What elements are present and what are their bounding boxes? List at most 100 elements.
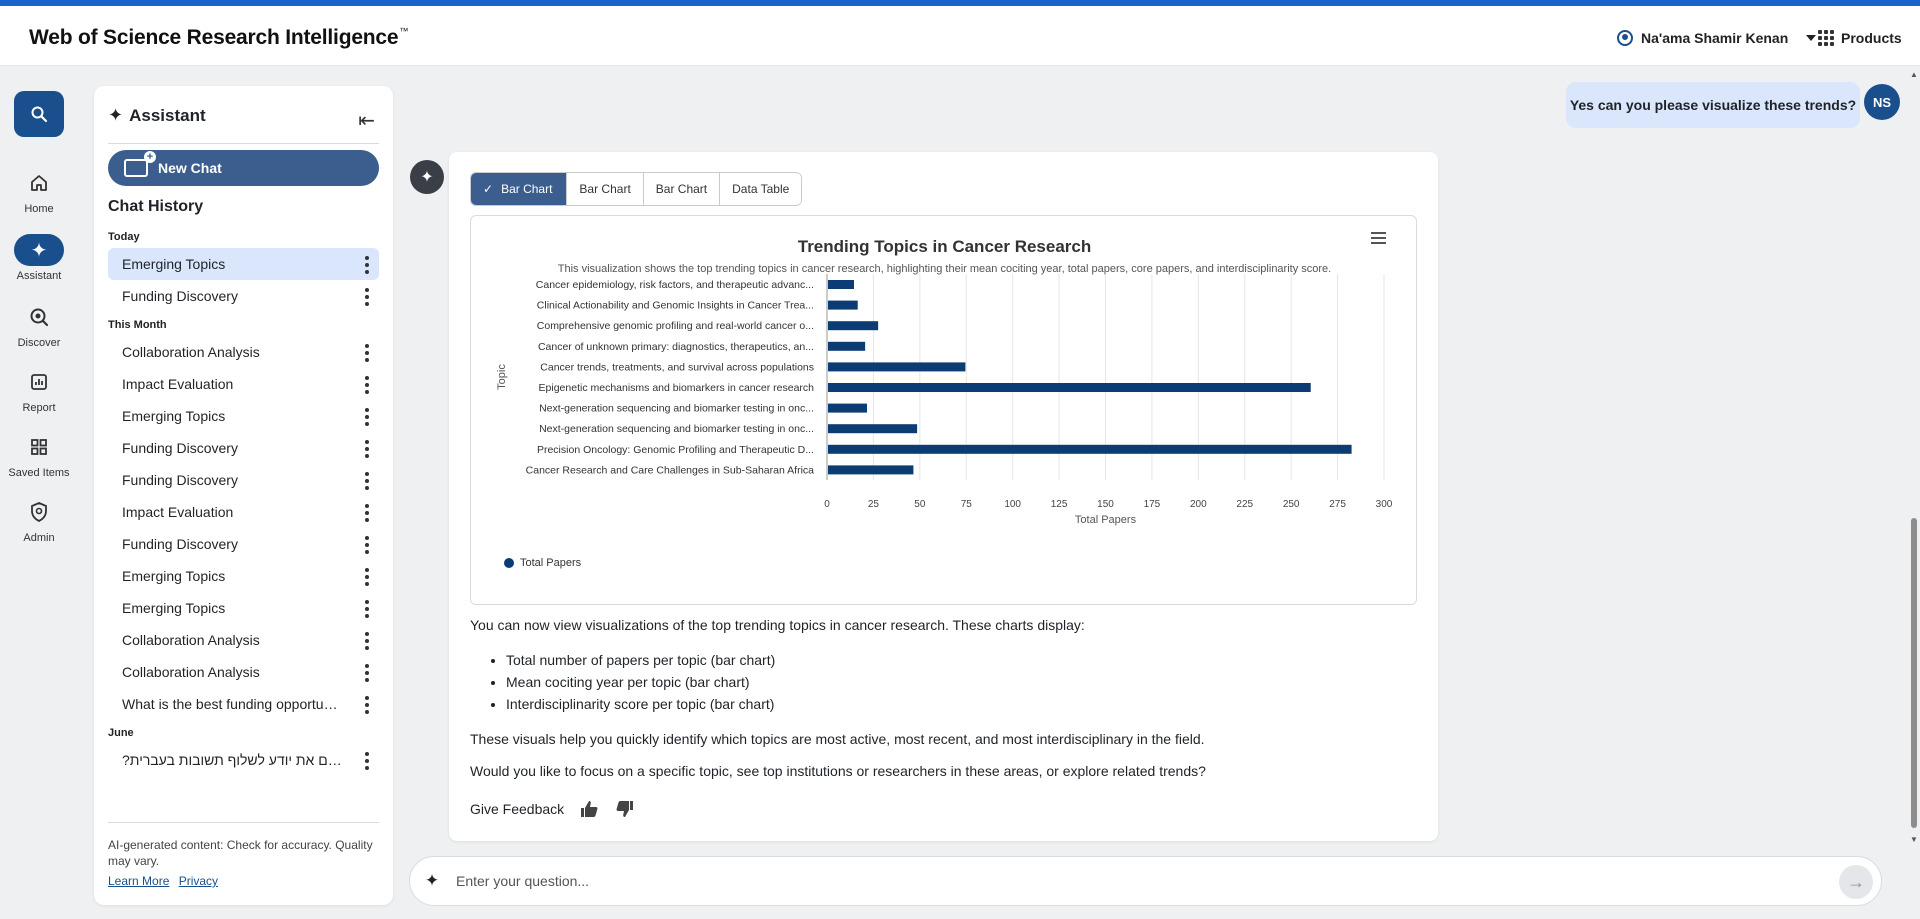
check-icon: ✓ — [483, 182, 494, 196]
chat-history-title: Chat History — [108, 198, 204, 215]
feedback-row: Give Feedback — [470, 799, 636, 819]
rail-saved-items[interactable]: Saved Items — [0, 431, 78, 479]
user-icon — [1617, 30, 1633, 46]
more-options-icon[interactable] — [365, 376, 369, 394]
bar — [828, 300, 858, 310]
history-item[interactable]: Funding Discovery — [108, 464, 379, 496]
new-chat-button[interactable]: New Chat — [108, 150, 379, 186]
bar — [828, 383, 1311, 392]
history-item[interactable]: Emerging Topics — [108, 248, 379, 280]
history-item[interactable]: Collaboration Analysis — [108, 336, 379, 368]
rail-discover[interactable]: Discover — [0, 301, 78, 349]
sparkle-icon: ✦ — [424, 871, 440, 890]
history-group-this-month: This Month — [108, 319, 167, 331]
history-item[interactable]: Impact Evaluation — [108, 496, 379, 528]
x-tick-label: 275 — [1329, 499, 1346, 510]
more-options-icon[interactable] — [365, 504, 369, 522]
avatar[interactable]: NS — [1864, 84, 1900, 120]
tab-bar-chart-3[interactable]: Bar Chart — [643, 173, 721, 205]
assistant-panel: ✦ Assistant ⇤ New Chat Chat History Toda… — [94, 86, 393, 905]
tab-bar-chart-2[interactable]: Bar Chart — [567, 173, 644, 205]
history-item[interactable]: Emerging Topics — [108, 400, 379, 432]
scrollbar[interactable]: ▲ ▼ — [1908, 70, 1920, 844]
x-tick-label: 50 — [914, 499, 926, 510]
more-options-icon[interactable] — [365, 408, 369, 426]
bar — [828, 321, 879, 331]
more-options-icon[interactable] — [365, 344, 369, 362]
list-item: Interdisciplinarity score per topic (bar… — [506, 693, 1410, 715]
chat-history-list: Today Emerging Topics Funding Discovery … — [108, 226, 379, 776]
bar — [828, 341, 866, 351]
learn-more-link[interactable]: Learn More — [108, 874, 170, 888]
history-item[interactable]: What is the best funding opportun... — [108, 688, 379, 720]
rail-search-button[interactable] — [14, 91, 64, 137]
panel-footer: AI-generated content: Check for accuracy… — [108, 822, 379, 889]
more-options-icon[interactable] — [365, 664, 369, 682]
sparkle-icon: ✦ — [108, 105, 124, 125]
more-options-icon[interactable] — [365, 536, 369, 554]
more-options-icon[interactable] — [365, 288, 369, 306]
more-options-icon[interactable] — [365, 568, 369, 586]
question-input[interactable] — [456, 873, 1826, 889]
home-icon — [14, 167, 64, 199]
rail-assistant[interactable]: ✦ Assistant — [0, 234, 78, 282]
history-item[interactable]: ?האם את יודע לשלוף תשובות בעברית — [108, 744, 379, 776]
scroll-thumb[interactable] — [1911, 518, 1917, 828]
scroll-up-icon[interactable]: ▲ — [1910, 70, 1918, 79]
x-tick-label: 125 — [1051, 499, 1068, 510]
more-options-icon[interactable] — [365, 752, 369, 770]
more-options-icon[interactable] — [365, 632, 369, 650]
tab-bar-chart-1[interactable]: ✓ Bar Chart — [471, 173, 568, 205]
x-tick-label: 225 — [1236, 499, 1253, 510]
panel-header: ✦ Assistant ⇤ — [108, 100, 379, 144]
collapse-panel-icon[interactable]: ⇤ — [358, 110, 375, 132]
privacy-link[interactable]: Privacy — [178, 874, 219, 888]
list-item: Mean cociting year per topic (bar chart) — [506, 671, 1410, 693]
admin-icon — [14, 496, 64, 528]
history-item[interactable]: Funding Discovery — [108, 528, 379, 560]
brand-logo[interactable]: Web of Science Research Intelligence™ — [29, 26, 409, 49]
y-axis-title: Topic — [496, 364, 508, 390]
assistant-sparkle-icon: ✦ — [410, 160, 444, 194]
chart-legend[interactable]: Total Papers — [504, 557, 581, 569]
user-menu[interactable]: Na'ama Shamir Kenan — [1617, 30, 1817, 46]
history-item[interactable]: Emerging Topics — [108, 592, 379, 624]
scroll-down-icon[interactable]: ▼ — [1910, 835, 1918, 844]
y-tick-label: Comprehensive genomic profiling and real… — [537, 320, 814, 332]
bar — [828, 362, 966, 372]
rail-admin[interactable]: Admin — [0, 496, 78, 544]
rail-home[interactable]: Home — [0, 167, 78, 215]
thumbs-down-icon[interactable] — [614, 799, 636, 819]
rail-report[interactable]: Report — [0, 366, 78, 414]
more-options-icon[interactable] — [365, 600, 369, 618]
tab-data-table[interactable]: Data Table — [720, 173, 802, 205]
more-options-icon[interactable] — [365, 256, 369, 274]
history-item[interactable]: Funding Discovery — [108, 280, 379, 312]
y-tick-label: Next-generation sequencing and biomarker… — [539, 423, 814, 435]
history-item[interactable]: Funding Discovery — [108, 432, 379, 464]
y-tick-label: Cancer of unknown primary: diagnostics, … — [538, 341, 814, 353]
thumbs-up-icon[interactable] — [578, 799, 600, 819]
user-message-bubble: Yes can you please visualize these trend… — [1566, 82, 1860, 128]
send-button[interactable]: → — [1839, 865, 1873, 899]
history-item[interactable]: Impact Evaluation — [108, 368, 379, 400]
bar — [828, 465, 914, 475]
products-menu[interactable]: Products — [1818, 30, 1902, 46]
x-tick-label: 0 — [824, 499, 830, 510]
response-paragraph-2: These visuals help you quickly identify … — [470, 731, 1205, 747]
more-options-icon[interactable] — [365, 696, 369, 714]
history-item[interactable]: Collaboration Analysis — [108, 624, 379, 656]
x-tick-label: 75 — [961, 499, 973, 510]
chart-menu-icon[interactable] — [1371, 232, 1386, 244]
history-group-june: June — [108, 727, 134, 739]
user-name: Na'ama Shamir Kenan — [1641, 30, 1789, 46]
bar-chart: 0 25 50 75 100 125 150 175 200 225 250 275 300 Cancer… — [496, 274, 1393, 526]
x-tick-label: 25 — [868, 499, 880, 510]
more-options-icon[interactable] — [365, 440, 369, 458]
history-item[interactable]: Emerging Topics — [108, 560, 379, 592]
discover-icon — [14, 301, 64, 333]
history-item[interactable]: Collaboration Analysis — [108, 656, 379, 688]
x-tick-label: 250 — [1283, 499, 1300, 510]
history-group-today: Today — [108, 231, 140, 243]
more-options-icon[interactable] — [365, 472, 369, 490]
